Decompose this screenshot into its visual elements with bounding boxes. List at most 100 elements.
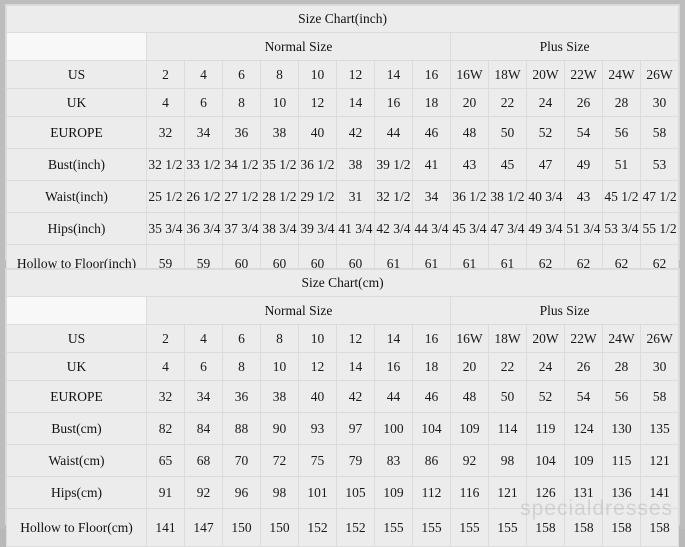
table-cell: 41 — [412, 148, 451, 181]
table-cell: 48 — [450, 380, 489, 413]
table-cell: 22 — [488, 88, 527, 117]
table-cell: 83 — [374, 444, 413, 477]
size-chart-page: Size Chart(inch) Normal Size Plus Size US 2 4… — [5, 4, 680, 547]
table-cell: 2 — [146, 324, 185, 353]
table-cell: 6 — [184, 352, 223, 381]
size-table: Size Chart(inch) Normal Size Plus Size US 2 4… — [5, 5, 680, 283]
table-cell: 18W — [488, 324, 527, 353]
table-cell: 20 — [450, 88, 489, 117]
table-cell: 109 — [564, 444, 603, 477]
row-label: Hips(cm) — [6, 476, 147, 509]
table-row: Hips(inch) 35 3/4 36 3/4 37 3/4 38 3/4 39 3/4… — [6, 212, 680, 245]
table-cell: 10 — [298, 324, 337, 353]
table-cell: 86 — [412, 444, 451, 477]
table-cell: 119 — [526, 412, 565, 445]
table-cell: 16 — [412, 60, 451, 89]
table-cell: 155 — [450, 508, 489, 547]
table-cell: 58 — [639, 116, 680, 149]
row-label: Hollow to Floor(cm) — [6, 508, 147, 547]
table-cell: 42 — [336, 380, 375, 413]
table-cell: 53 — [639, 148, 680, 181]
group-header-corner — [6, 296, 147, 325]
table-cell: 131 — [564, 476, 603, 509]
table-cell: 158 — [526, 508, 565, 547]
table-cell: 24 — [526, 88, 565, 117]
table-cell: 147 — [184, 508, 223, 547]
table-cell: 35 3/4 — [146, 212, 185, 245]
table-cell: 29 1/2 — [298, 180, 337, 213]
table-cell: 43 — [564, 180, 603, 213]
table-cell: 12 — [336, 324, 375, 353]
table-cell: 58 — [639, 380, 680, 413]
table-cell: 34 — [412, 180, 451, 213]
table-row: US 2 4 6 8 10 12 14 16 16W 18W 20W 22W 24W 26W — [6, 60, 680, 89]
table-cell: 30 — [639, 88, 680, 117]
table-cell: 51 — [602, 148, 641, 181]
table-cell: 42 — [336, 116, 375, 149]
table-cell: 52 — [526, 116, 565, 149]
table-cell: 112 — [412, 476, 451, 509]
table-cell: 6 — [184, 88, 223, 117]
table-row: UK 4 6 8 10 12 14 16 18 20 22 24 26 28 30 — [6, 352, 680, 381]
table-cell: 25 1/2 — [146, 180, 185, 213]
table-cell: 39 1/2 — [374, 148, 413, 181]
table-cell: 49 — [564, 148, 603, 181]
table-cell: 100 — [374, 412, 413, 445]
table-cell: 114 — [488, 412, 527, 445]
table-cell: 20 — [450, 352, 489, 381]
table-cell: 50 — [488, 116, 527, 149]
table-cell: 12 — [336, 60, 375, 89]
row-label: UK — [6, 352, 147, 381]
table-cell: 65 — [146, 444, 185, 477]
table-cell: 28 1/2 — [260, 180, 299, 213]
table-cell: 70 — [222, 444, 261, 477]
size-chart-cm: Size Chart(cm) Normal Size Plus Size US 2 4 6 8… — [5, 268, 680, 547]
table-cell: 52 — [526, 380, 565, 413]
size-chart-inch: Size Chart(inch) Normal Size Plus Size US 2 4… — [5, 4, 680, 283]
table-cell: 126 — [526, 476, 565, 509]
table-cell: 96 — [222, 476, 261, 509]
table-row: EUROPE 32 34 36 38 40 42 44 46 48 50 52 54 56 58 — [6, 380, 680, 413]
table-cell: 48 — [450, 116, 489, 149]
table-cell: 34 1/2 — [222, 148, 261, 181]
row-label: EUROPE — [6, 116, 147, 149]
table-cell: 47 1/2 — [639, 180, 680, 213]
table-cell: 30 — [639, 352, 680, 381]
table-cell: 4 — [146, 88, 185, 117]
table-cell: 47 — [526, 148, 565, 181]
table-cell: 4 — [184, 60, 223, 89]
chart-title: Size Chart(cm) — [5, 269, 680, 297]
table-cell: 26 — [564, 352, 603, 381]
table-cell: 46 — [412, 116, 451, 149]
table-cell: 10 — [298, 60, 337, 89]
table-cell: 33 1/2 — [184, 148, 223, 181]
table-cell: 124 — [564, 412, 603, 445]
table-row: UK 4 6 8 10 12 14 16 18 20 22 24 26 28 30 — [6, 88, 680, 117]
table-row: Bust(cm) 82 84 88 90 93 97 100 104 109 114 119 124 13… — [6, 412, 680, 445]
table-cell: 93 — [298, 412, 337, 445]
table-cell: 16 — [412, 324, 451, 353]
table-cell: 14 — [336, 88, 375, 117]
table-cell: 36 — [222, 116, 261, 149]
table-cell: 36 1/2 — [450, 180, 489, 213]
table-cell: 22W — [564, 324, 603, 353]
table-cell: 141 — [146, 508, 185, 547]
table-cell: 12 — [298, 88, 337, 117]
row-label: Waist(inch) — [6, 180, 147, 213]
group-header-normal-size: Normal Size — [146, 296, 451, 325]
table-cell: 22W — [564, 60, 603, 89]
group-header-plus-size: Plus Size — [449, 32, 680, 61]
table-cell: 155 — [374, 508, 413, 547]
table-cell: 24 — [526, 352, 565, 381]
table-cell: 51 3/4 — [564, 212, 603, 245]
table-cell: 16 — [374, 88, 413, 117]
row-label: US — [6, 60, 147, 89]
table-cell: 42 3/4 — [374, 212, 413, 245]
table-cell: 38 3/4 — [260, 212, 299, 245]
table-cell: 109 — [450, 412, 489, 445]
group-header-normal-size: Normal Size — [146, 32, 451, 61]
table-cell: 158 — [602, 508, 641, 547]
table-cell: 34 — [184, 116, 223, 149]
table-cell: 104 — [526, 444, 565, 477]
table-row: Bust(inch) 32 1/2 33 1/2 34 1/2 35 1/2 36 1/2… — [6, 148, 680, 181]
